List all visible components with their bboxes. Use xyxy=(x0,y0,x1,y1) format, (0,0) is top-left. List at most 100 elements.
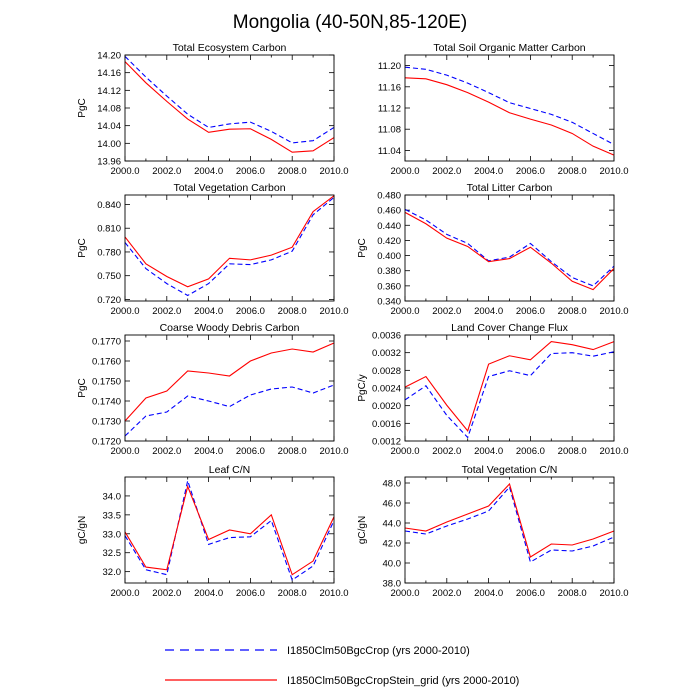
x-tick-label: 2004.0 xyxy=(194,306,223,317)
series-line-stein-grid xyxy=(404,77,615,156)
y-tick-label: 0.1720 xyxy=(92,437,121,448)
y-tick-label: 14.12 xyxy=(97,86,121,97)
panel-title: Total Soil Organic Matter Carbon xyxy=(433,42,585,54)
x-tick-label: 2010.0 xyxy=(599,166,628,177)
panel-title: Land Cover Change Flux xyxy=(451,322,568,334)
x-tick-label: 2000.0 xyxy=(390,166,419,177)
x-tick-label: 2010.0 xyxy=(319,446,348,457)
y-tick-label: 0.0020 xyxy=(372,401,401,412)
panel-3: Total Vegetation Carbon PgC 2000.0 2002.0 20… xyxy=(77,182,349,317)
panel-5: Coarse Woody Debris Carbon PgC 2000.0 2002.… xyxy=(77,322,349,457)
x-tick-label: 2002.0 xyxy=(432,588,461,599)
y-tick-label: 0.1750 xyxy=(92,377,121,388)
series-line-crop xyxy=(124,196,335,297)
y-tick-label: 48.0 xyxy=(383,479,402,490)
y-tick-label: 42.0 xyxy=(383,539,402,550)
x-tick-label: 2010.0 xyxy=(599,588,628,599)
x-tick-label: 2004.0 xyxy=(474,306,503,317)
figure-title: Mongolia (40-50N,85-120E) xyxy=(233,12,467,33)
y-tick-label: 14.20 xyxy=(97,51,121,62)
y-tick-label: 14.00 xyxy=(97,139,121,150)
plot-frame xyxy=(404,194,615,302)
x-tick-label: 2008.0 xyxy=(278,306,307,317)
x-tick-label: 2010.0 xyxy=(599,446,628,457)
y-axis-label: gC/gN xyxy=(357,516,368,544)
series-line-stein-grid xyxy=(124,195,335,288)
panel-1: Total Ecosystem Carbon PgC 2000.0 2002.0 200… xyxy=(77,42,349,177)
y-axis-label: PgC xyxy=(357,238,368,257)
x-tick-label: 2008.0 xyxy=(558,166,587,177)
series-line-stein-grid xyxy=(124,61,335,153)
series-line-crop xyxy=(124,384,335,437)
x-tick-label: 2004.0 xyxy=(474,588,503,599)
series-line-crop xyxy=(404,208,615,287)
plot-frame xyxy=(404,54,615,162)
y-tick-label: 0.340 xyxy=(377,297,401,308)
y-tick-label: 0.0024 xyxy=(372,384,401,395)
y-axis-label: gC/gN xyxy=(77,516,88,544)
x-tick-label: 2004.0 xyxy=(194,588,223,599)
y-tick-label: 32.0 xyxy=(103,567,122,578)
x-tick-label: 2006.0 xyxy=(236,166,265,177)
y-tick-label: 38.0 xyxy=(383,579,402,590)
series-line-stein-grid xyxy=(404,482,615,558)
y-tick-label: 0.0036 xyxy=(372,331,401,342)
plot-frame xyxy=(404,476,615,584)
y-tick-label: 11.20 xyxy=(378,61,401,72)
y-tick-label: 0.400 xyxy=(377,251,401,262)
y-tick-label: 0.1740 xyxy=(92,397,121,408)
series-line-stein-grid xyxy=(124,342,335,422)
series-line-stein-grid xyxy=(404,211,615,291)
y-axis-label: PgC xyxy=(77,378,88,397)
x-tick-label: 2002.0 xyxy=(152,446,181,457)
legend-label-crop: I1850Clm50BgcCrop (yrs 2000-2010) xyxy=(287,645,470,657)
y-tick-label: 0.0016 xyxy=(372,419,401,430)
y-tick-label: 0.1760 xyxy=(92,357,121,368)
panel-title: Coarse Woody Debris Carbon xyxy=(160,322,300,334)
y-tick-label: 14.16 xyxy=(97,68,121,79)
x-tick-label: 2002.0 xyxy=(152,588,181,599)
x-tick-label: 2008.0 xyxy=(558,446,587,457)
x-tick-label: 2008.0 xyxy=(558,306,587,317)
y-tick-label: 44.0 xyxy=(383,519,402,530)
y-tick-label: 34.0 xyxy=(103,491,122,502)
y-tick-label: 33.0 xyxy=(103,529,122,540)
x-tick-label: 2010.0 xyxy=(319,166,348,177)
series-line-crop xyxy=(404,485,615,563)
x-tick-label: 2002.0 xyxy=(432,306,461,317)
x-tick-label: 2006.0 xyxy=(516,446,545,457)
x-tick-label: 2000.0 xyxy=(110,306,139,317)
x-tick-label: 2002.0 xyxy=(152,166,181,177)
panel-title: Total Litter Carbon xyxy=(467,182,553,194)
y-tick-label: 0.460 xyxy=(377,206,401,217)
x-tick-label: 2010.0 xyxy=(319,588,348,599)
x-tick-label: 2010.0 xyxy=(599,306,628,317)
panels-group: Total Ecosystem Carbon PgC 2000.0 2002.0 200… xyxy=(77,42,629,599)
plot-frame xyxy=(124,54,335,162)
y-tick-label: 0.480 xyxy=(377,191,401,202)
y-tick-label: 0.360 xyxy=(377,281,401,292)
y-tick-label: 32.5 xyxy=(103,548,122,559)
panel-4: Total Litter Carbon PgC 2000.0 2002.0 2004.0… xyxy=(357,182,629,317)
panel-6: Land Cover Change Flux PgC/y 2000.0 2002.0 2… xyxy=(357,322,629,457)
series-line-crop xyxy=(404,351,615,439)
y-tick-label: 0.1730 xyxy=(92,417,121,428)
x-tick-label: 2010.0 xyxy=(319,306,348,317)
y-tick-label: 0.380 xyxy=(377,266,401,277)
x-tick-label: 2006.0 xyxy=(516,166,545,177)
y-tick-label: 0.0012 xyxy=(372,437,401,448)
panel-8: Total Vegetation C/N gC/gN 2000.0 2002.0 200… xyxy=(357,464,629,599)
legend-label-stein-grid: I1850Clm50BgcCropStein_grid (yrs 2000-20… xyxy=(287,675,519,687)
plot-frame xyxy=(404,334,615,442)
y-tick-label: 14.04 xyxy=(97,121,121,132)
y-tick-label: 0.810 xyxy=(97,224,121,235)
x-tick-label: 2004.0 xyxy=(474,166,503,177)
x-tick-label: 2006.0 xyxy=(236,446,265,457)
series-line-stein-grid xyxy=(404,341,615,432)
y-axis-label: PgC xyxy=(77,238,88,257)
x-tick-label: 2008.0 xyxy=(278,446,307,457)
y-tick-label: 11.04 xyxy=(378,146,401,157)
plot-frame xyxy=(124,194,335,302)
y-tick-label: 0.0032 xyxy=(372,348,401,359)
